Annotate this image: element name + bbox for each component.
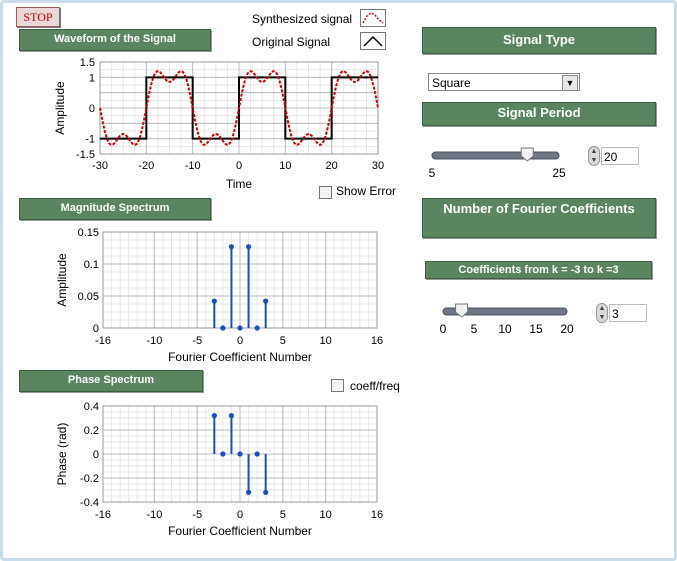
phase-plot-border — [102, 405, 378, 503]
magnitude-x-tick-label: 10 — [320, 335, 332, 347]
magnitude-point — [254, 325, 260, 331]
fourier-slider-tick-label: 0 — [440, 322, 447, 336]
show-error-checkbox[interactable] — [319, 186, 332, 199]
magnitude-x-tick-label: -5 — [192, 335, 202, 347]
magnitude-point — [220, 325, 226, 331]
synthesized-swatch-icon — [362, 12, 384, 24]
magnitude-y-tick-label: 0.1 — [84, 259, 99, 271]
phase-x-tick-label: 10 — [320, 509, 332, 521]
fourier-slider-tick-label: 5 — [471, 322, 478, 336]
waveform-x-tick-label: 20 — [326, 160, 338, 172]
signal-type-selected: Square — [432, 76, 471, 90]
phase-title: Phase Spectrum — [19, 370, 203, 392]
magnitude-point — [245, 244, 252, 250]
waveform-y-tick-label: 1 — [89, 72, 95, 84]
magnitude-y-axis-title: Amplitude — [55, 253, 69, 307]
phase-y-tick-label: -0.2 — [80, 473, 99, 485]
fourier-slider-tick-label: 20 — [560, 322, 574, 336]
waveform-y-tick-label: -1.5 — [76, 149, 95, 161]
phase-point — [254, 451, 260, 457]
magnitude-x-tick-label: -16 — [95, 335, 111, 347]
synthesized-signal-line — [99, 70, 379, 146]
legend-original-swatch[interactable] — [360, 32, 386, 50]
signal-period-slider[interactable]: 5 25 — [429, 147, 566, 180]
waveform-x-tick-label: -30 — [92, 160, 108, 172]
fourier-range-label: Coefficients from k = -3 to k =3 — [425, 261, 652, 279]
stop-button[interactable]: STOP — [16, 7, 60, 27]
fourier-slider-track — [442, 307, 568, 316]
magnitude-point — [228, 244, 235, 250]
magnitude-x-tick-label: 5 — [280, 335, 286, 347]
legend-synthesized-label: Synthesized signal — [252, 12, 353, 26]
signal-period-slider-track — [431, 151, 560, 160]
phase-y-tick-label: -0.4 — [80, 497, 99, 509]
phase-y-tick-label: 0.2 — [84, 425, 99, 437]
phase-x-tick-label: 5 — [280, 509, 286, 521]
waveform-y-tick-label: -1 — [85, 134, 95, 146]
fourier-slider-thumb-icon — [455, 303, 469, 318]
waveform-x-tick-label: -10 — [185, 160, 201, 172]
phase-x-tick-label: -16 — [95, 509, 111, 521]
phase-point — [220, 451, 226, 457]
magnitude-y-tick-label: 0.05 — [78, 291, 99, 303]
magnitude-plot-area — [102, 231, 378, 329]
phase-point — [211, 413, 217, 419]
signal-period-slider-thumb-icon — [520, 147, 534, 162]
magnitude-x-tick-label: 16 — [371, 335, 383, 347]
coeff-freq-label: coeff/freq — [350, 379, 400, 393]
magnitude-title: Magnitude Spectrum — [19, 198, 211, 220]
waveform-title: Waveform of the Signal — [19, 29, 211, 51]
waveform-x-tick-label: 0 — [236, 160, 242, 172]
signal-type-dropdown[interactable]: Square ▼ — [428, 73, 580, 91]
signal-period-slider-tick-label: 5 — [429, 166, 436, 180]
phase-point — [237, 451, 243, 457]
phase-y-tick-label: 0.4 — [84, 401, 99, 413]
signal-period-slider-tick-label: 25 — [552, 166, 566, 180]
signal-type-title: Signal Type — [422, 27, 656, 54]
fourier-slider-tick-label: 15 — [529, 322, 543, 336]
magnitude-point — [263, 298, 269, 304]
waveform-x-tick-label: 10 — [279, 160, 291, 172]
magnitude-x-tick-label: 0 — [237, 335, 243, 347]
phase-y-tick-label: 0 — [93, 449, 99, 461]
period-spinner-icon[interactable]: ▲ ▼ — [588, 146, 600, 166]
phase-y-axis-title: Phase (rad) — [55, 423, 69, 486]
signal-period-title: Signal Period — [422, 102, 656, 126]
phase-x-axis-title: Fourier Coefficient Number — [168, 524, 312, 538]
waveform-y-axis-title: Amplitude — [53, 81, 67, 135]
waveform-y-tick-label: 1.5 — [80, 57, 95, 69]
fourier-slider-tick-label: 10 — [498, 322, 512, 336]
original-swatch-icon — [363, 35, 383, 47]
phase-point — [263, 489, 269, 495]
magnitude-x-axis-title: Fourier Coefficient Number — [168, 350, 312, 364]
waveform-x-axis-title: Time — [226, 177, 253, 191]
fourier-value-field[interactable]: 3 — [609, 304, 647, 322]
legend-synthesized-swatch[interactable] — [360, 9, 386, 27]
magnitude-point — [211, 298, 217, 304]
magnitude-point — [237, 325, 243, 331]
phase-x-tick-label: -5 — [192, 509, 202, 521]
phase-x-tick-label: -10 — [146, 509, 162, 521]
phase-point — [228, 413, 235, 419]
phase-x-tick-label: 0 — [237, 509, 243, 521]
fourier-spinner-icon[interactable]: ▲ ▼ — [596, 303, 608, 323]
phase-point — [245, 489, 252, 495]
show-error-label: Show Error — [336, 184, 397, 198]
chevron-down-icon[interactable]: ▼ — [562, 75, 578, 91]
fourier-slider[interactable]: 0 5 10 15 20 — [440, 303, 574, 336]
magnitude-y-tick-label: 0.15 — [78, 227, 99, 239]
magnitude-x-tick-label: -10 — [146, 335, 162, 347]
magnitude-y-tick-label: 0 — [93, 323, 99, 335]
waveform-y-tick-label: 0 — [89, 103, 95, 115]
coeff-freq-checkbox[interactable] — [331, 379, 344, 392]
fourier-title: Number of Fourier Coefficients — [422, 198, 656, 238]
waveform-x-tick-label: -20 — [138, 160, 154, 172]
waveform-x-tick-label: 30 — [372, 160, 384, 172]
legend-original-label: Original Signal — [252, 35, 331, 49]
phase-x-tick-label: 16 — [371, 509, 383, 521]
period-value-field[interactable]: 20 — [601, 147, 639, 165]
